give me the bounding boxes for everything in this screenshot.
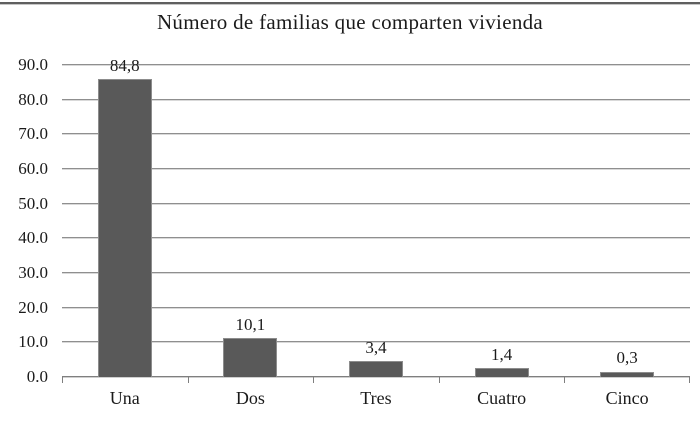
y-tick-label: 20.0 — [18, 297, 48, 317]
bar — [474, 367, 529, 377]
x-category-label: Tres — [360, 388, 392, 408]
chart-title: Número de familias que comparten viviend… — [156, 10, 544, 34]
y-tick-label: 60.0 — [18, 159, 48, 178]
bar-slot: 1,4 — [439, 65, 565, 377]
gridline — [62, 341, 690, 344]
y-axis: 90.0 80.0 70.0 60.0 50.0 40.0 30.0 20.0 10.0 0.0 — [0, 55, 54, 386]
gridline — [62, 168, 690, 170]
axis-tick — [187, 377, 189, 383]
y-tick-label: 30.0 — [18, 263, 48, 282]
bar-slot: 84,8 — [62, 56, 188, 377]
x-axis: Una Dos Tres Cuatro Cinco — [62, 388, 690, 409]
y-tick-label: 80.0 — [18, 89, 48, 109]
x-category-label: Cinco — [605, 388, 649, 408]
bar-value-label: 1,4 — [490, 344, 513, 364]
y-tick-label: 40.0 — [18, 228, 48, 248]
y-tick-label: 0.0 — [26, 367, 48, 386]
y-tick-label: 10.0 — [18, 332, 48, 352]
axis-tick — [438, 377, 440, 383]
bar — [348, 360, 403, 377]
gridline — [62, 237, 690, 240]
bar — [97, 78, 152, 377]
axis-tick — [689, 377, 690, 383]
y-tick-label: 70.0 — [18, 124, 48, 144]
gridline — [62, 133, 690, 136]
axis-tick — [62, 377, 63, 383]
axis-tick — [564, 377, 566, 383]
bar — [600, 371, 655, 377]
plot-area: 84,8 10,1 3,4 1,4 0,3 — [62, 56, 690, 383]
bar-slots: 84,8 10,1 3,4 1,4 0,3 — [62, 56, 690, 377]
bar-value-label: 10,1 — [235, 314, 266, 334]
y-tick-label: 50.0 — [18, 193, 48, 213]
bar-value-label: 84,8 — [109, 55, 140, 75]
bar-slot: 10,1 — [188, 65, 314, 377]
top-border-line — [0, 2, 700, 5]
bar-value-label: 3,4 — [365, 337, 387, 357]
gridline — [62, 306, 690, 309]
x-category-label: Cuatro — [477, 388, 527, 408]
gridline — [62, 64, 690, 66]
bar — [223, 337, 278, 377]
gridline — [62, 98, 690, 101]
gridline — [62, 272, 690, 274]
bar-slot: 3,4 — [313, 65, 439, 377]
bar-value-label: 0,3 — [616, 348, 638, 368]
gridline — [62, 202, 690, 205]
x-axis-line — [62, 376, 690, 378]
x-category-label: Una — [109, 388, 140, 408]
y-tick-label: 90.0 — [18, 55, 48, 74]
bar-slot: 0,3 — [564, 65, 690, 377]
x-category-label: Dos — [235, 388, 265, 408]
axis-tick — [313, 377, 315, 383]
